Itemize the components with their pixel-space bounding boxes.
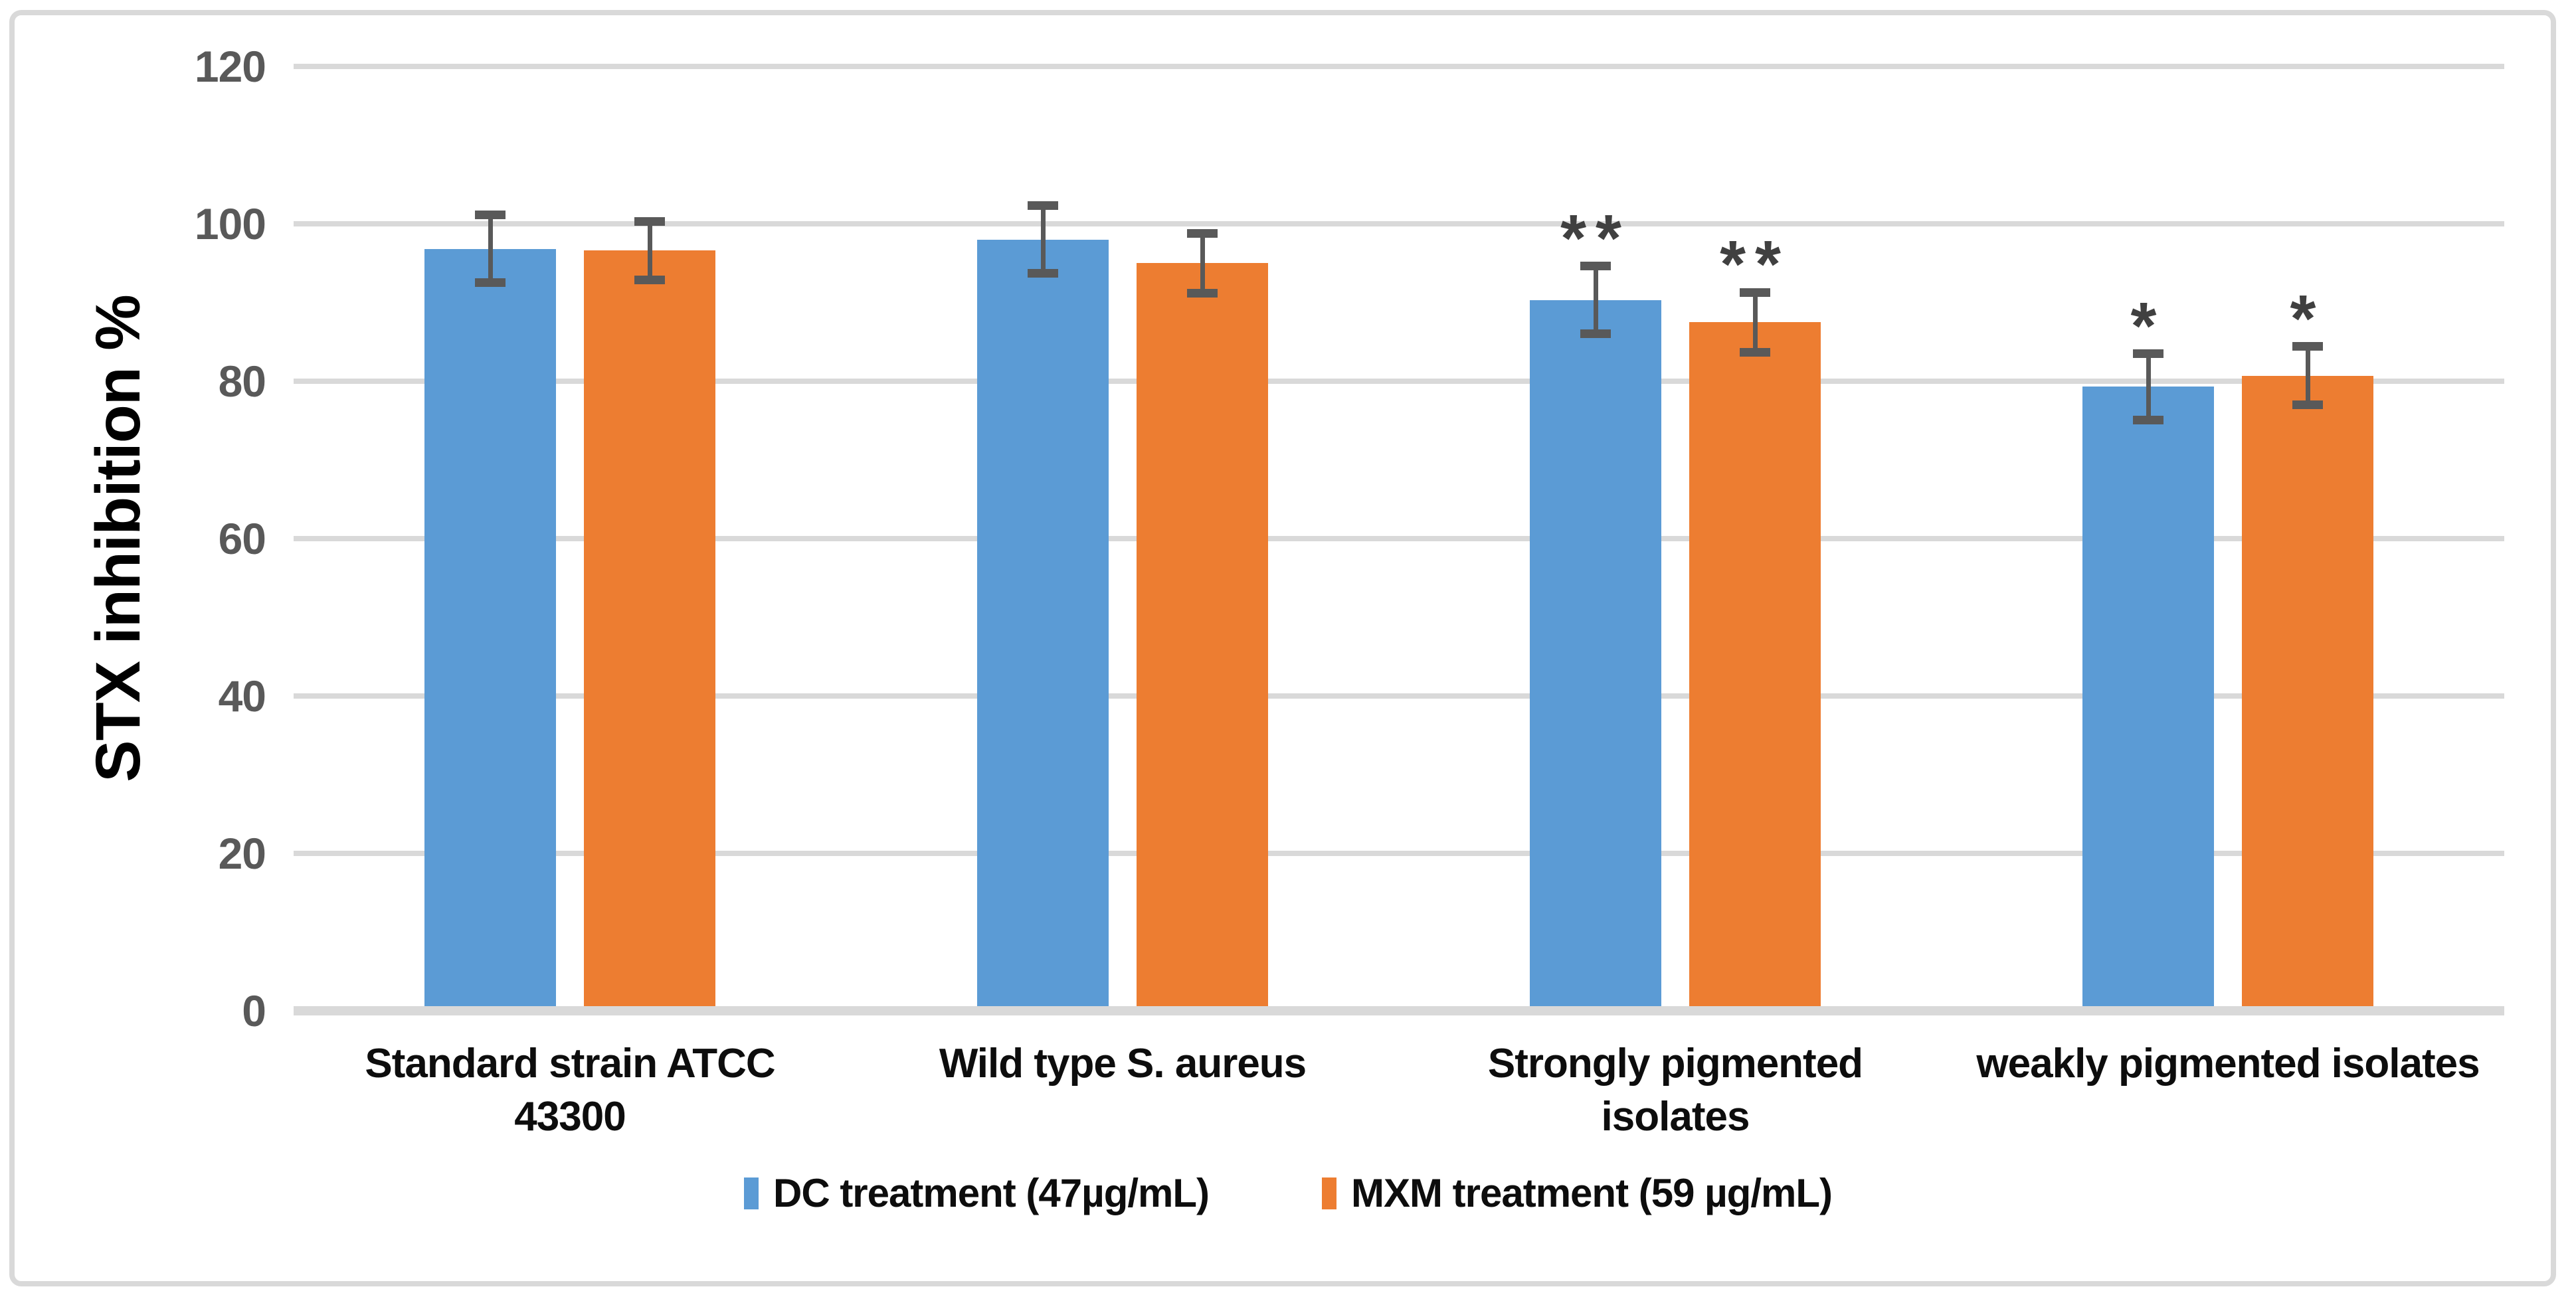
error-bar-cap (2292, 400, 2323, 410)
legend: DC treatment (47µg/mL) MXM treatment (59… (0, 1170, 2576, 1216)
error-bar-cap (1740, 347, 1770, 357)
bar-series1-cat1 (1137, 263, 1268, 1011)
chart-border (9, 10, 2556, 1286)
error-bar-cap (1187, 288, 1218, 298)
error-bar-cap (1580, 329, 1611, 339)
y-tick-label: 120 (194, 42, 266, 91)
error-bar-cap (1580, 262, 1611, 271)
gridline (294, 536, 2504, 541)
bar-series0-cat1 (977, 239, 1109, 1011)
legend-item-dc-treatment: DC treatment (47µg/mL) (744, 1170, 1210, 1216)
error-bar-cap (1028, 201, 1058, 211)
category-label: Strongly pigmented isolates (1487, 1041, 1863, 1140)
bar-series1-cat0 (584, 250, 715, 1011)
legend-label-dc-treatment: DC treatment (47µg/mL) (773, 1171, 1210, 1215)
significance-label: ** (1720, 227, 1790, 302)
y-tick-label: 40 (218, 671, 266, 721)
legend-swatch-dc-treatment (744, 1177, 759, 1209)
gridline (294, 379, 2504, 384)
error-bar-cap (2133, 349, 2163, 359)
gridline (294, 221, 2504, 226)
significance-label: ** (1560, 201, 1631, 276)
error-bar-line (488, 215, 493, 283)
category-label: Standard strain ATCC 43300 (365, 1041, 775, 1140)
error-bar-line (1040, 205, 1046, 274)
y-tick-label: 80 (218, 357, 266, 406)
error-bar-cap (475, 211, 506, 220)
error-bar-cap (634, 275, 665, 284)
significance-label: * (2290, 281, 2326, 356)
error-bar-cap (1740, 288, 1770, 297)
error-bar-cap (634, 217, 665, 226)
category-label: weakly pigmented isolates (1976, 1041, 2480, 1087)
legend-swatch-mxm-treatment (1322, 1177, 1336, 1209)
category-label: Wild type S. aureus (939, 1041, 1307, 1087)
bar-series1-cat2 (1689, 322, 1821, 1011)
error-bar-cap (2133, 415, 2163, 424)
plot-area: ** ** * * (294, 64, 2504, 1015)
legend-item-mxm-treatment: MXM treatment (59 µg/mL) (1322, 1170, 1833, 1216)
bar-series0-cat0 (424, 248, 556, 1011)
bar-series1-cat3 (2242, 375, 2373, 1011)
error-bar-cap (475, 278, 506, 288)
error-bar-line (1200, 233, 1205, 294)
bar-series0-cat3 (2082, 387, 2214, 1011)
gridline (294, 851, 2504, 856)
gridline (294, 693, 2504, 699)
y-tick-label: 20 (218, 829, 266, 878)
y-tick-label: 60 (218, 514, 266, 563)
error-bar-line (1593, 266, 1598, 334)
x-axis-line (294, 1006, 2504, 1015)
significance-label: * (2130, 288, 2166, 363)
error-bar-cap (1187, 228, 1218, 238)
error-bar-line (2305, 346, 2310, 405)
error-bar-line (647, 221, 652, 280)
error-bar-cap (2292, 342, 2323, 351)
y-tick-label: 0 (242, 986, 266, 1035)
bar-series0-cat2 (1530, 300, 1661, 1011)
y-tick-label: 100 (194, 199, 266, 248)
legend-label-mxm-treatment: MXM treatment (59 µg/mL) (1351, 1171, 1833, 1215)
gridline (294, 64, 2504, 69)
error-bar-cap (1028, 269, 1058, 278)
error-bar-line (1752, 292, 1758, 353)
error-bar-line (2146, 353, 2151, 420)
